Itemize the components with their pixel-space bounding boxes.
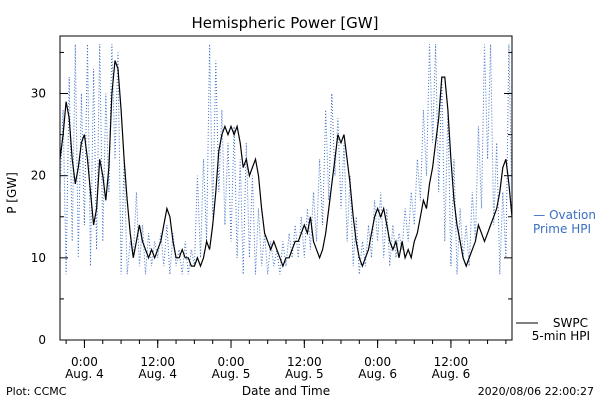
x-tick-date-label: Aug. 5 <box>285 367 324 381</box>
y-axis-ticks: 0 10 20 30 <box>31 51 512 347</box>
y-tick-label: 0 <box>38 333 46 347</box>
x-tick-time-label: 12:00 <box>287 355 322 369</box>
x-tick-time-label: 0:00 <box>218 355 245 369</box>
x-tick-date-label: Aug. 6 <box>432 367 471 381</box>
y-axis-label: P [GW] <box>5 172 19 214</box>
x-tick-time-label: 12:00 <box>434 355 469 369</box>
x-tick-time-label: 0:00 <box>364 355 391 369</box>
plot-frame <box>59 35 513 341</box>
legend-ovation-line1: — Ovation <box>533 208 596 222</box>
y-tick-label: 20 <box>31 169 46 183</box>
x-tick-date-label: Aug. 4 <box>65 367 104 381</box>
legend-swpc-line1: SWPC <box>553 316 588 330</box>
x-tick-time-label: 12:00 <box>140 355 175 369</box>
legend-swpc-line2: 5-min HPI <box>532 329 590 343</box>
series-swpc-5min-hpi <box>60 60 512 268</box>
x-tick-date-label: Aug. 4 <box>138 367 177 381</box>
y-tick-label: 10 <box>31 251 46 265</box>
y-tick-label: 30 <box>31 87 46 101</box>
legend-ovation-line2: Prime HPI <box>533 222 591 236</box>
series-ovation-prime-hpi <box>60 44 512 275</box>
chart-title: Hemispheric Power [GW] <box>192 14 379 32</box>
x-tick-date-label: Aug. 6 <box>358 367 397 381</box>
x-axis-label: Date and Time <box>242 384 330 398</box>
x-tick-time-label: 0:00 <box>71 355 98 369</box>
footer-credit: Plot: CCMC <box>6 385 67 398</box>
x-tick-date-label: Aug. 5 <box>212 367 251 381</box>
footer-timestamp: 2020/08/06 22:00:27 <box>478 385 594 398</box>
